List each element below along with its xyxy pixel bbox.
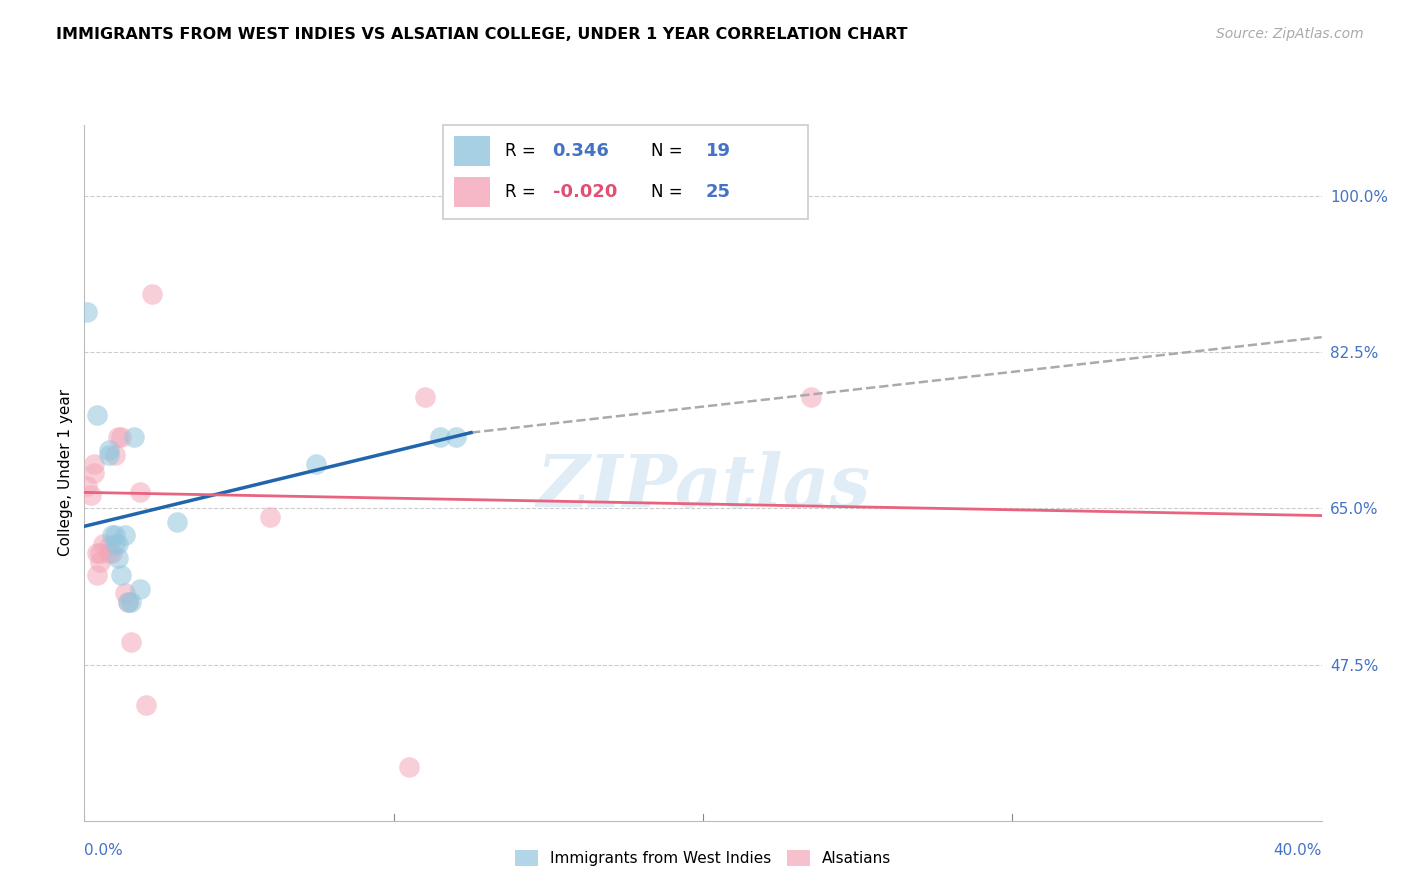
- Point: [107, 550, 129, 565]
- Point: [101, 546, 124, 560]
- Text: 40.0%: 40.0%: [1274, 843, 1322, 858]
- Text: R =: R =: [505, 142, 541, 160]
- Point: [107, 537, 129, 551]
- Text: R =: R =: [505, 184, 541, 202]
- Point: [110, 568, 132, 582]
- Bar: [454, 136, 491, 166]
- Point: [86, 568, 108, 582]
- Text: 25: 25: [706, 184, 731, 202]
- Point: [413, 390, 436, 404]
- Point: [86, 408, 108, 422]
- Point: [141, 287, 163, 301]
- Point: [259, 510, 281, 524]
- Text: 19: 19: [706, 142, 731, 160]
- Point: [98, 448, 121, 462]
- Point: [83, 457, 105, 471]
- Point: [104, 537, 127, 551]
- Point: [98, 443, 121, 458]
- Point: [114, 528, 136, 542]
- Point: [98, 546, 121, 560]
- Point: [104, 528, 127, 542]
- Text: Source: ZipAtlas.com: Source: ZipAtlas.com: [1216, 27, 1364, 41]
- Point: [120, 595, 142, 609]
- Point: [104, 448, 127, 462]
- Point: [83, 466, 105, 480]
- Point: [89, 546, 111, 560]
- Point: [129, 485, 152, 500]
- Point: [107, 430, 129, 444]
- Point: [79, 488, 101, 502]
- Y-axis label: College, Under 1 year: College, Under 1 year: [58, 389, 73, 557]
- Text: N =: N =: [651, 142, 688, 160]
- Point: [800, 390, 823, 404]
- Point: [114, 586, 136, 600]
- Point: [89, 555, 111, 569]
- Text: 0.346: 0.346: [553, 142, 609, 160]
- Point: [122, 430, 145, 444]
- Point: [117, 595, 139, 609]
- Point: [76, 479, 98, 493]
- Point: [398, 760, 420, 774]
- Point: [98, 539, 121, 553]
- Point: [135, 698, 157, 712]
- Text: IMMIGRANTS FROM WEST INDIES VS ALSATIAN COLLEGE, UNDER 1 YEAR CORRELATION CHART: IMMIGRANTS FROM WEST INDIES VS ALSATIAN …: [56, 27, 908, 42]
- Point: [429, 430, 451, 444]
- Bar: [454, 178, 491, 207]
- Point: [117, 595, 139, 609]
- Point: [101, 528, 124, 542]
- Point: [305, 457, 328, 471]
- Point: [120, 635, 142, 649]
- Text: 0.0%: 0.0%: [84, 843, 124, 858]
- Point: [86, 546, 108, 560]
- Legend: Immigrants from West Indies, Alsatians: Immigrants from West Indies, Alsatians: [509, 844, 897, 872]
- Text: -0.020: -0.020: [553, 184, 617, 202]
- Point: [166, 515, 188, 529]
- Point: [110, 430, 132, 444]
- Text: N =: N =: [651, 184, 688, 202]
- Point: [444, 430, 467, 444]
- Point: [129, 582, 152, 596]
- FancyBboxPatch shape: [443, 125, 808, 219]
- Text: ZIPatlas: ZIPatlas: [536, 451, 870, 522]
- Point: [76, 305, 98, 319]
- Point: [91, 537, 114, 551]
